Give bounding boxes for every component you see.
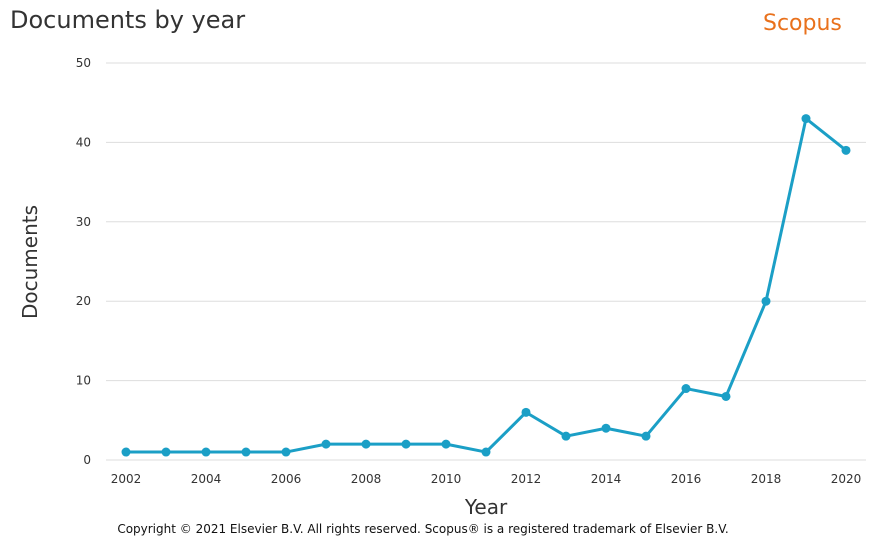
- x-tick-label: 2006: [271, 472, 302, 486]
- x-tick-label: 2002: [111, 472, 142, 486]
- x-tick-label: 2008: [351, 472, 382, 486]
- data-point: [121, 447, 131, 457]
- data-point: [481, 447, 491, 457]
- data-point: [521, 407, 531, 417]
- data-point: [361, 439, 371, 449]
- x-tick-label: 2020: [831, 472, 862, 486]
- data-point: [321, 439, 331, 449]
- data-point: [401, 439, 411, 449]
- y-tick-label: 40: [76, 135, 91, 149]
- x-tick-label: 2010: [431, 472, 462, 486]
- data-point: [841, 145, 851, 155]
- y-tick-label: 30: [76, 215, 91, 229]
- y-tick-label: 0: [83, 453, 91, 467]
- scopus-logo[interactable]: Scopus: [763, 11, 842, 36]
- data-point: [801, 114, 811, 124]
- x-tick-label: 2004: [191, 472, 222, 486]
- x-tick-label: 2016: [671, 472, 702, 486]
- y-tick-label: 20: [76, 294, 91, 308]
- data-point: [681, 384, 691, 394]
- data-point: [201, 447, 211, 457]
- data-point: [641, 431, 651, 441]
- x-tick-label: 2014: [591, 472, 622, 486]
- data-point: [281, 447, 291, 457]
- data-point: [601, 423, 611, 433]
- page-title: Documents by year: [10, 6, 246, 34]
- x-axis-label: Year: [464, 495, 508, 519]
- x-tick-label: 2012: [511, 472, 542, 486]
- y-tick-label: 50: [76, 56, 91, 70]
- copyright-notice: Copyright © 2021 Elsevier B.V. All right…: [117, 522, 729, 536]
- data-point: [721, 391, 731, 401]
- data-point: [441, 439, 451, 449]
- y-tick-label: 10: [76, 374, 91, 388]
- data-point: [241, 447, 251, 457]
- y-axis-label: Documents: [18, 204, 42, 320]
- data-point: [561, 431, 571, 441]
- data-point: [161, 447, 171, 457]
- series-line: [126, 117, 847, 454]
- data-point: [761, 296, 771, 306]
- x-tick-label: 2018: [751, 472, 782, 486]
